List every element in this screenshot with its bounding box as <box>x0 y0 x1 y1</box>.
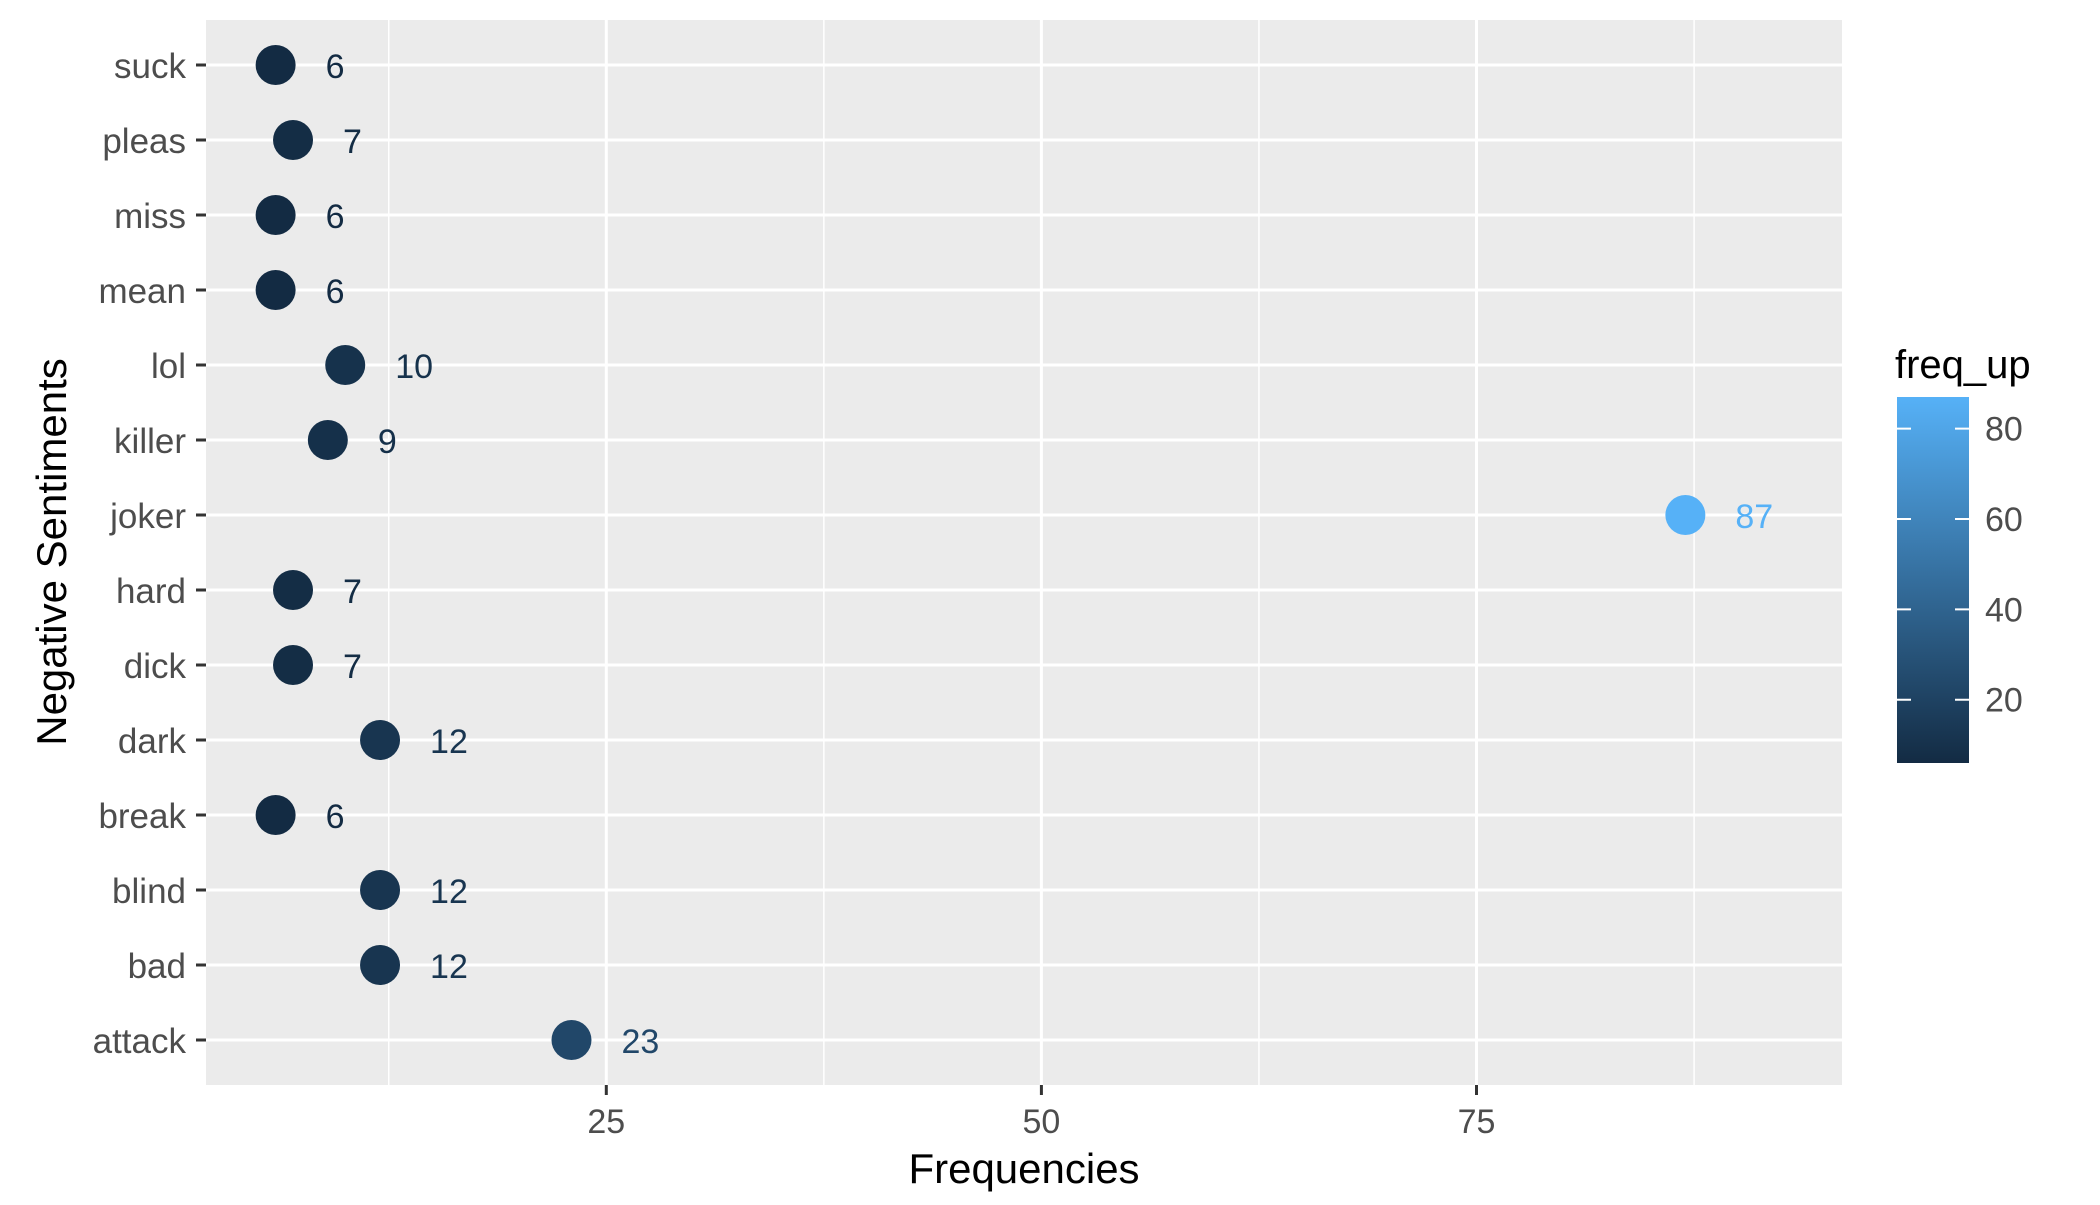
data-label: 10 <box>395 348 433 386</box>
data-point <box>273 120 314 160</box>
data-point <box>360 720 401 760</box>
data-point <box>551 1020 592 1060</box>
y-tick-label: dark <box>118 722 187 761</box>
data-label: 7 <box>343 573 362 611</box>
data-label: 6 <box>326 48 345 86</box>
y-tick-label: hard <box>116 572 186 611</box>
y-tick-label: suck <box>114 47 186 86</box>
legend-tick-label: 20 <box>1985 682 2023 720</box>
data-point <box>255 795 296 835</box>
legend-title: freq_up <box>1895 343 2031 387</box>
data-points <box>255 45 1706 1060</box>
y-tick-label: dick <box>124 647 187 686</box>
x-tick-label: 25 <box>587 1103 625 1141</box>
data-label: 6 <box>326 798 345 836</box>
legend-ticks: 20 40 60 80 <box>1897 411 2023 720</box>
data-label: 7 <box>343 123 362 161</box>
data-label: 7 <box>343 648 362 686</box>
x-axis-title: Frequencies <box>908 1145 1139 1192</box>
data-point <box>255 195 296 235</box>
colorbar <box>1897 397 1969 763</box>
y-tick-label: killer <box>114 422 186 461</box>
y-tick-label: pleas <box>102 122 186 161</box>
data-label: 6 <box>326 273 345 311</box>
plot-panel <box>206 20 1842 1085</box>
data-label: 23 <box>621 1023 659 1061</box>
y-axis: attack bad blind break dark dick hard joker kill… <box>93 47 206 1061</box>
y-tick-label: bad <box>128 947 186 986</box>
data-label: 87 <box>1735 498 1773 536</box>
y-tick-label: blind <box>112 872 186 911</box>
data-point <box>325 345 366 385</box>
y-tick-label: attack <box>93 1022 187 1061</box>
data-point <box>273 645 314 685</box>
legend-tick-label: 80 <box>1985 411 2023 449</box>
data-label: 12 <box>430 723 468 761</box>
color-legend: freq_up 20 40 60 80 <box>1895 343 2031 763</box>
grid-lines <box>206 20 1842 1085</box>
legend-tick-label: 40 <box>1985 591 2023 629</box>
data-label: 12 <box>430 873 468 911</box>
data-point <box>360 870 401 910</box>
data-label: 6 <box>326 198 345 236</box>
data-point <box>307 420 348 460</box>
y-tick-label: lol <box>151 347 186 386</box>
data-point <box>1665 495 1706 535</box>
data-labels: 23 12 12 6 12 7 7 87 9 10 6 6 7 6 <box>326 48 1774 1061</box>
y-tick-label: mean <box>98 272 186 311</box>
data-label: 12 <box>430 948 468 986</box>
data-label: 9 <box>378 423 397 461</box>
y-tick-label: break <box>98 797 186 836</box>
y-axis-title: Negative Sentiments <box>28 358 75 746</box>
data-point <box>360 945 401 985</box>
legend-tick-label: 60 <box>1985 501 2023 539</box>
data-point <box>273 570 314 610</box>
data-point <box>255 270 296 310</box>
y-tick-label: miss <box>114 197 186 236</box>
x-axis: 25 50 75 <box>587 1085 1495 1141</box>
x-tick-label: 75 <box>1458 1103 1496 1141</box>
data-point <box>255 45 296 85</box>
y-tick-label: joker <box>109 497 186 536</box>
x-tick-label: 50 <box>1022 1103 1060 1141</box>
